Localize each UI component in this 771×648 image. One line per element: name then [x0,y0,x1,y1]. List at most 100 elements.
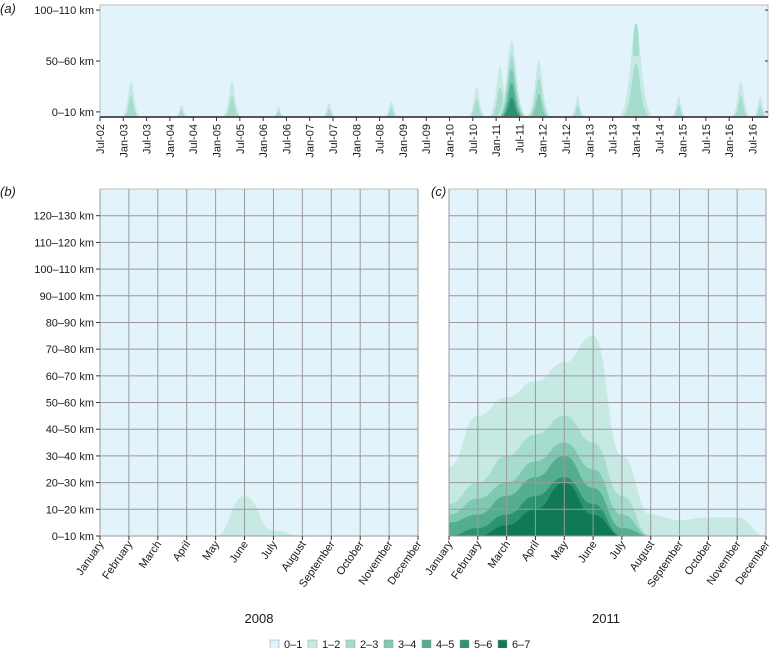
panel-a-hotspot [321,102,337,117]
y-tick-label: 60–70 km [46,371,94,383]
c-contour-6–7 [449,482,766,536]
panel-a-x-tick-label: Jul-11 [514,124,526,153]
panel-a-hotspot [221,81,243,117]
legend-label: 4–5 [436,639,454,648]
panel-a-x-tick-label: Jan-09 [398,124,410,158]
legend-swatch [383,639,394,648]
panel-a-hotspot [487,66,513,117]
y-tick-label: 0–10 km [52,531,94,543]
y-tick-label: 40–50 km [46,424,94,436]
panel-a-hotspot-upper [632,23,639,56]
panel-a-contour-level [175,109,188,117]
panel-a-contour-level [122,96,140,117]
panel-a-x-tick-label: Jul-09 [421,124,433,154]
panel-a-contour-level [500,97,523,117]
panel-a-y-tick-label: 0–10 km [52,107,94,119]
y-tick-label: 110–120 km [34,237,94,249]
panel-a-x-tick-label: Jul-13 [608,124,620,154]
panel-a-x-tick-label: Jan-06 [258,124,270,158]
panel-a-x-tick-label: Jul-15 [701,124,713,154]
panel-a-x-tick-label: Jul-03 [142,124,154,154]
y-tick-label: 100–110 km [34,264,94,276]
x-tick-label: August [628,539,657,574]
panel-a-contour-level [223,96,241,117]
panel-a-hotspot [752,96,769,117]
panel-a-hotspot [467,86,487,117]
x-tick-label: April [171,539,193,564]
panel-a-contours [120,23,769,118]
y-tick-label: 80–90 km [46,317,94,329]
y-tick-label: 120–130 km [33,211,94,223]
panel-a-x-ticks: Jul-02 Jan-03 Jul-03 Jan-04 Jul-04 Jan-05 Jul-… [95,117,759,158]
panel-a-x-tick-label: Jul-16 [747,124,759,154]
panel-a-x-tick-label: Jul-02 [95,124,107,154]
legend: 0–1 1–2 2–3 3–4 4–5 5–6 6–7 [269,639,530,648]
panel-a-contour-level [323,108,335,117]
panel-a-hotspot [670,96,687,117]
x-tick-label: May [549,538,571,562]
panel-b-background [99,188,419,537]
x-tick-label: June [227,539,251,565]
panel-a-contour-level [672,105,686,117]
x-tick-label: July [607,538,628,561]
panel-a-hotspot [272,106,286,117]
legend-swatch [421,639,432,648]
y-tick-label: 70–80 km [46,344,94,356]
panel-a-x-tick-label: Jan-10 [445,124,457,158]
y-tick-label: 10–20 km [46,504,94,516]
panel-a-hotspot [120,81,142,117]
panel-a-x-tick-label: Jan-12 [538,124,550,158]
panel-a-hotspot [569,96,586,117]
panel-a-hotspot [495,40,528,117]
panel-a-hotspot [730,81,752,117]
panel-b-year: 2008 [245,611,274,626]
panel-b-contours [100,495,418,536]
panel-a-x-tick-label: Jul-08 [375,124,387,154]
legend-label: 0–1 [284,639,302,648]
panel-a-x-tick-label: Jan-04 [165,124,177,158]
panel-b-label: (b) [0,184,16,199]
x-tick-label: June [576,539,600,565]
panel-c-grid [448,189,767,537]
y-tick-label: 90–100 km [40,291,94,303]
panel-a-x-tick-label: Jul-12 [561,124,573,154]
panel-a-background [99,4,769,118]
panel-a-contour-level [753,105,767,117]
x-tick-label: July [259,538,280,561]
x-tick-label: August [279,539,308,574]
legend-label: 1–2 [322,639,340,648]
panel-c-contours [449,335,766,536]
panel-a-contour-level [571,105,585,117]
panel-a-label: (a) [0,1,16,16]
legend-label: 3–4 [398,639,416,648]
legend-label: 2–3 [360,639,378,648]
panel-a-x-tick-label: Jan-11 [491,124,503,157]
panel-a-x-tick-label: Jan-05 [212,124,224,158]
panel-a-x-tick-label: Jan-07 [305,124,317,158]
panel-a-hotspot [617,25,655,118]
panel-c-year: 2011 [592,611,620,626]
panel-a-hotspot [174,104,189,117]
y-tick-label: 20–30 km [46,478,94,490]
panel-a-y-tick-label: 100–110 km [34,5,94,17]
panel-a-x-tick-label: Jul-14 [654,124,666,154]
panel-a-contour-level [732,96,750,117]
panel-a-x-tick-label: Jul-10 [468,124,480,154]
b-contour-1–2 [100,495,418,536]
panel-a-x-tick-label: Jan-16 [724,124,736,158]
panel-a-hotspot [525,61,552,117]
x-tick-label: February [100,538,135,581]
panel-a-contour-level [489,87,511,117]
panel-a-contour-level [273,111,284,117]
panel-a-x-tick-label: Jan-03 [118,124,130,158]
x-tick-label: May [200,538,222,562]
panel-a-x-tick-label: Jan-13 [584,124,596,158]
x-tick-label: February [449,538,484,581]
x-tick-label: March [137,539,164,571]
panel-a-contour-level [385,107,398,117]
legend-swatch [269,639,280,648]
y-tick-label: 50–60 km [46,398,94,410]
